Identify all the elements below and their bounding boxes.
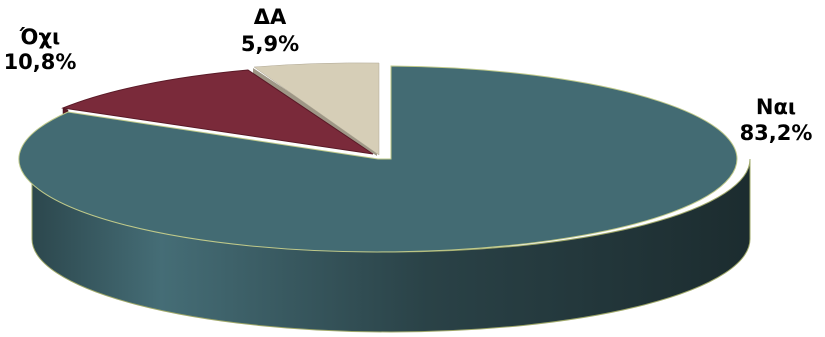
- slice-label-ochi: Όχι: [19, 25, 60, 49]
- slice-label-da: ΔΑ: [254, 5, 287, 29]
- slice-value-nai: 83,2%: [740, 121, 813, 145]
- slice-value-da: 5,9%: [241, 32, 299, 56]
- slice-side-da: [253, 68, 377, 156]
- slice-value-ochi: 10,8%: [4, 50, 77, 74]
- slice-da: [253, 62, 380, 156]
- slice-nai: [18, 65, 738, 253]
- slice-ochi: [61, 69, 374, 155]
- slice-group: [18, 62, 751, 333]
- slice-label-nai: Ναι: [756, 95, 796, 119]
